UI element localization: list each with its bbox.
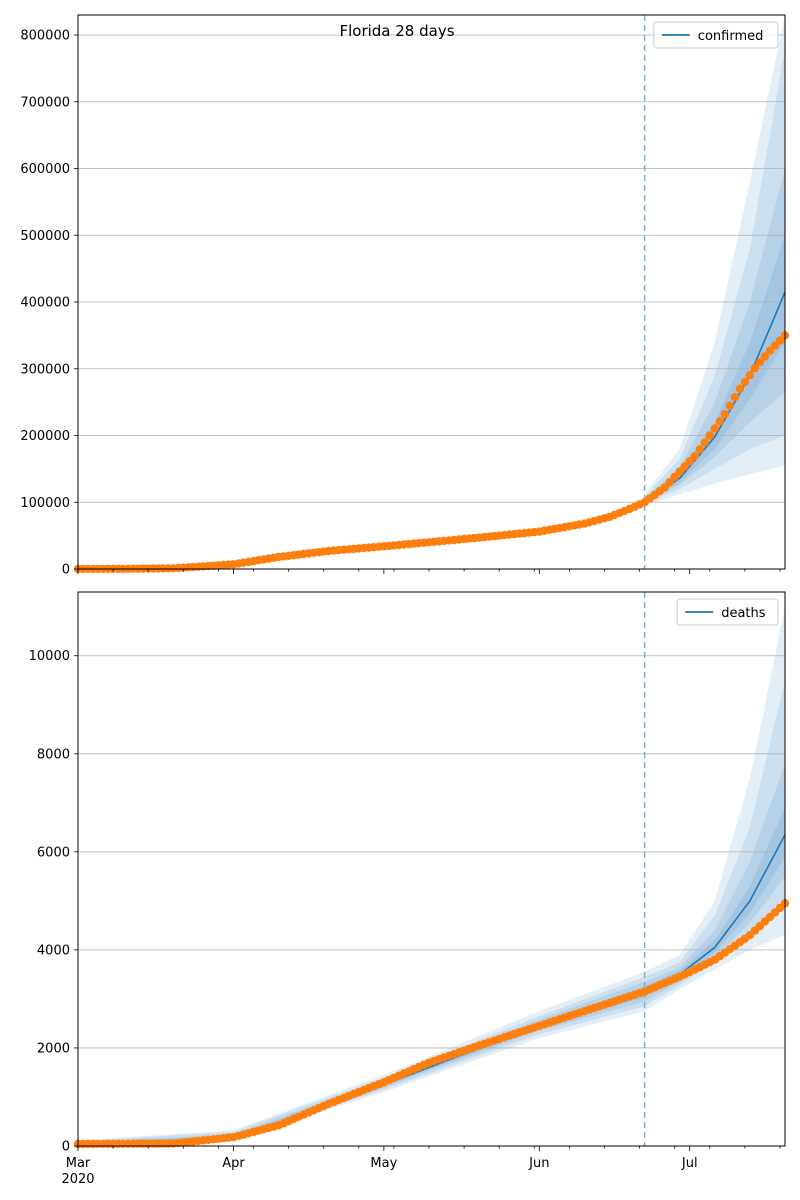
confirmed-observed-point xyxy=(755,358,765,367)
deaths-y-tick-label: 2000 xyxy=(37,1041,70,1056)
confirmed-observed-point xyxy=(700,438,709,447)
confirmed-y-tick-label: 500000 xyxy=(20,229,70,244)
confirmed-legend-box xyxy=(653,21,779,49)
deaths-y-tick-label: 6000 xyxy=(37,845,70,860)
deaths-observed-points xyxy=(73,899,790,1149)
confirmed-observed-point xyxy=(750,363,760,373)
confirmed-observed-points xyxy=(73,331,790,574)
confirmed-observed-point xyxy=(760,352,770,361)
confirmed-y-tick-label: 600000 xyxy=(20,162,70,177)
confirmed-observed-point xyxy=(735,384,745,393)
confirmed-y-tick-label: 100000 xyxy=(20,496,70,511)
deaths-y-tick-label: 4000 xyxy=(37,943,70,958)
confirmed-observed-point xyxy=(695,445,704,454)
deaths-x-tick-label: Mar xyxy=(66,1156,91,1171)
confirmed-observed-point xyxy=(665,478,674,487)
confirmed-band-2 xyxy=(644,168,785,503)
deaths-uncertainty-bands xyxy=(78,606,785,1146)
confirmed-observed-point xyxy=(710,424,719,433)
confirmed-band-0 xyxy=(644,15,785,506)
deaths-legend-box xyxy=(676,598,779,626)
deaths-axes xyxy=(77,591,786,1147)
confirmed-y-tick-label: 700000 xyxy=(20,95,70,110)
confirmed-legend: confirmed xyxy=(653,21,779,49)
confirmed-axes xyxy=(77,14,786,570)
confirmed-legend-label: confirmed xyxy=(698,29,764,44)
confirmed-y-tick-label: 800000 xyxy=(20,29,70,44)
confirmed-observed-point xyxy=(670,472,679,482)
confirmed-observed-point xyxy=(690,452,699,461)
deaths-band-1 xyxy=(78,680,785,1146)
deaths-gridlines xyxy=(78,655,785,1049)
confirmed-observed-point xyxy=(705,431,714,440)
confirmed-observed-point xyxy=(730,393,740,402)
deaths-panel: 0 2000 4000 6000 8000 10000 Mar Apr May Jun Jul 20… xyxy=(29,591,790,1187)
confirmed-observed-point xyxy=(715,417,724,426)
deaths-legend: deaths xyxy=(676,598,779,626)
chart-title: Florida 28 days xyxy=(339,22,454,40)
confirmed-observed-point xyxy=(740,377,750,387)
confirmed-y-tick-label: 200000 xyxy=(20,429,70,444)
deaths-x-tick-label: Jun xyxy=(528,1156,549,1171)
confirmed-observed-point xyxy=(720,409,729,419)
deaths-y-tick-label: 10000 xyxy=(29,649,70,664)
confirmed-observed-point xyxy=(725,401,734,410)
confirmed-y-tick-label: 0 xyxy=(62,563,70,578)
confirmed-panel: 0 100000 200000 300000 400000 500000 600000 700… xyxy=(20,14,790,578)
confirmed-y-tick-label: 300000 xyxy=(20,362,70,377)
deaths-y-tick-label: 8000 xyxy=(37,747,70,762)
deaths-band-0 xyxy=(78,606,785,1146)
deaths-y-tick-label: 0 xyxy=(62,1140,70,1155)
confirmed-band-1 xyxy=(644,48,785,505)
confirmed-observed-point xyxy=(660,483,669,492)
deaths-axes-frame xyxy=(77,591,786,1147)
deaths-legend-label: deaths xyxy=(721,606,766,621)
deaths-band-2 xyxy=(78,763,785,1145)
deaths-x-tick-label: Apr xyxy=(222,1156,245,1171)
deaths-x-tick-label: Jul xyxy=(681,1156,698,1171)
deaths-x-ticks: Mar Apr May Jun Jul 2020 xyxy=(61,1146,781,1187)
confirmed-y-tick-label: 400000 xyxy=(20,296,70,311)
confirmed-y-ticks: 0 100000 200000 300000 400000 500000 600000 700… xyxy=(20,29,78,578)
confirmed-gridlines xyxy=(78,34,785,503)
confirmed-x-ticks xyxy=(77,569,781,574)
x-axis-year-label: 2020 xyxy=(61,1172,94,1187)
deaths-x-tick-label: May xyxy=(370,1156,397,1171)
confirmed-observed-point xyxy=(745,370,755,380)
deaths-y-ticks: 0 2000 4000 6000 8000 10000 xyxy=(29,649,78,1155)
confirmed-axes-frame xyxy=(77,14,786,570)
